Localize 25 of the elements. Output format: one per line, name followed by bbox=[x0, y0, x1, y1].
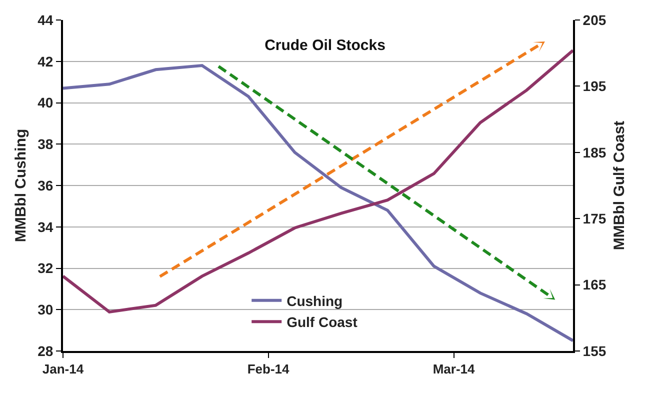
y-tick-label: 38 bbox=[38, 136, 54, 152]
y-tick-label: 32 bbox=[38, 260, 54, 276]
y2-tick-label: 155 bbox=[582, 342, 606, 359]
legend-label: Cushing bbox=[286, 292, 343, 309]
y-tick-label: 30 bbox=[38, 302, 54, 318]
x-tick-label: Jan-14 bbox=[42, 362, 84, 377]
y-axis-title: MMBbl Cushing bbox=[12, 128, 30, 242]
x-tick-label: Mar-14 bbox=[432, 362, 476, 377]
x-tick-label: Feb-14 bbox=[247, 362, 290, 377]
text: Crude Oil Stocks bbox=[264, 37, 386, 54]
y2-tick-label: 205 bbox=[582, 12, 606, 28]
y-tick-label: 42 bbox=[38, 53, 54, 70]
y-tick-label: 36 bbox=[38, 177, 54, 194]
y-tick-label: 44 bbox=[38, 12, 54, 28]
y-tick-label: 40 bbox=[38, 94, 54, 111]
legend-label: Gulf Coast bbox=[286, 314, 358, 330]
y-tick-label: 34 bbox=[38, 218, 54, 235]
y2-tick-label: 175 bbox=[582, 210, 606, 226]
y-tick-label: 28 bbox=[38, 342, 54, 359]
line-series bbox=[63, 48, 573, 314]
y2-axis-title: MMBbl Gulf Coast bbox=[610, 120, 628, 250]
y2-tick-label: 165 bbox=[582, 276, 606, 293]
y2-tick-label: 195 bbox=[582, 78, 606, 94]
y2-tick-label: 185 bbox=[582, 144, 606, 160]
line-series bbox=[63, 64, 573, 342]
